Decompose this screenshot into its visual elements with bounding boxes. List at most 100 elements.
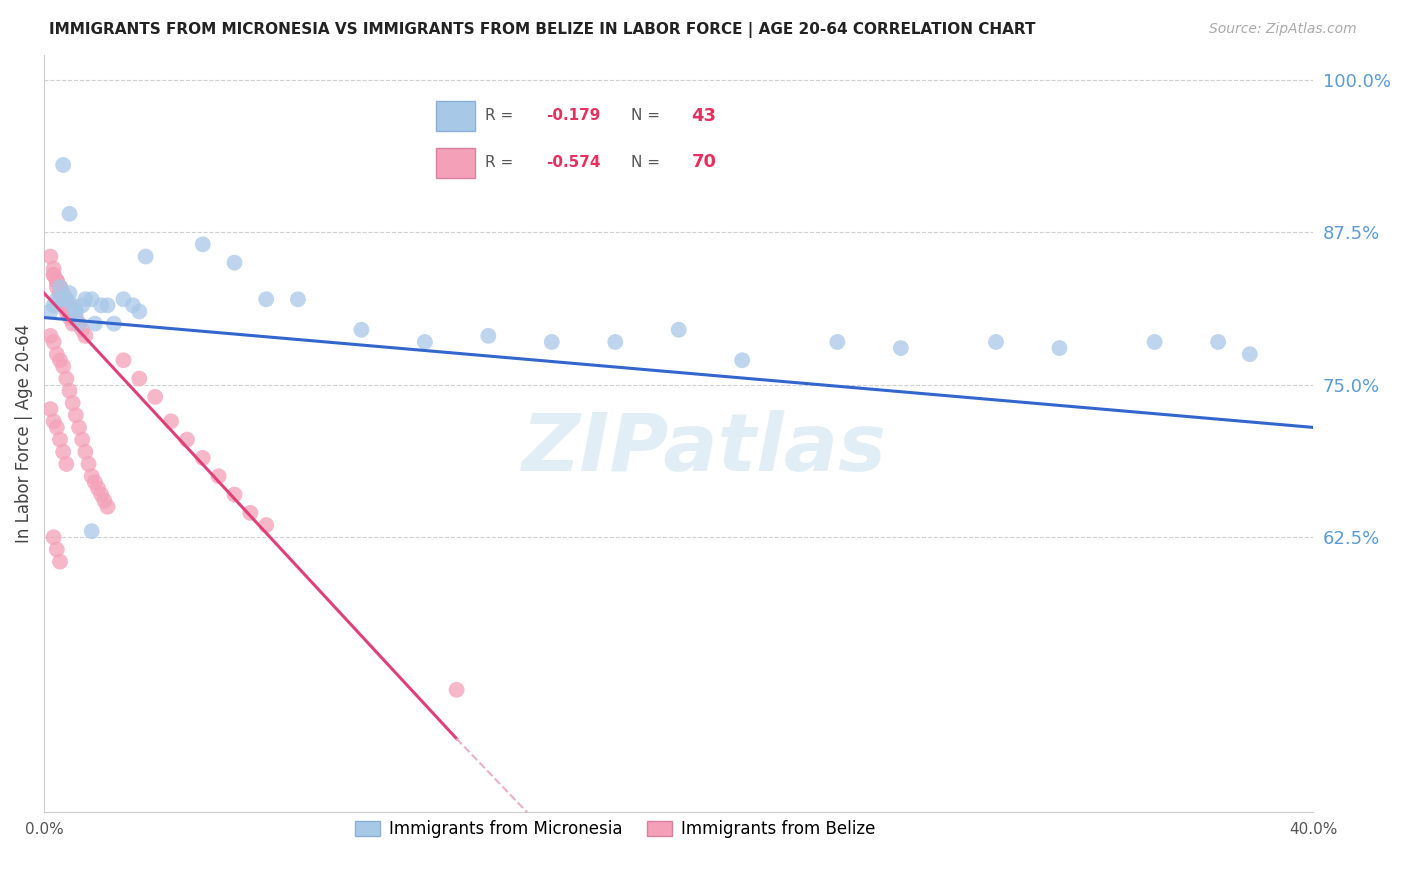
Point	[55, 298, 77, 312]
Point	[1239, 347, 1261, 361]
Point	[49, 280, 72, 294]
Point	[65, 310, 87, 325]
Point	[49, 280, 72, 294]
Point	[67, 317, 90, 331]
Point	[45, 280, 67, 294]
Point	[55, 298, 77, 312]
Point	[62, 298, 84, 312]
Text: Source: ZipAtlas.com: Source: ZipAtlas.com	[1209, 22, 1357, 37]
Point	[49, 286, 72, 301]
Point	[52, 292, 75, 306]
Point	[52, 359, 75, 374]
Point	[75, 445, 97, 459]
Point	[207, 469, 229, 483]
Point	[83, 475, 105, 490]
Legend: Immigrants from Micronesia, Immigrants from Belize: Immigrants from Micronesia, Immigrants f…	[349, 814, 882, 845]
Point	[62, 317, 84, 331]
Point	[890, 341, 912, 355]
Point	[39, 250, 62, 264]
Point	[55, 304, 77, 318]
Point	[224, 255, 246, 269]
Point	[350, 323, 373, 337]
Point	[65, 304, 87, 318]
Point	[83, 317, 105, 331]
Point	[45, 420, 67, 434]
Point	[55, 292, 77, 306]
Point	[477, 329, 499, 343]
Point	[97, 298, 120, 312]
Point	[135, 250, 157, 264]
Point	[605, 334, 627, 349]
Point	[176, 433, 198, 447]
Point	[42, 414, 65, 428]
Point	[67, 317, 90, 331]
Point	[55, 457, 77, 471]
Point	[1143, 334, 1166, 349]
Point	[45, 292, 67, 306]
Point	[62, 396, 84, 410]
Point	[45, 274, 67, 288]
Point	[42, 334, 65, 349]
Point	[49, 353, 72, 368]
Point	[75, 329, 97, 343]
Point	[52, 292, 75, 306]
Point	[90, 487, 112, 501]
Point	[287, 292, 309, 306]
Point	[103, 317, 125, 331]
Point	[42, 268, 65, 282]
Point	[49, 286, 72, 301]
Point	[128, 371, 150, 385]
Point	[80, 524, 103, 538]
Point	[70, 433, 93, 447]
Point	[45, 347, 67, 361]
Point	[122, 298, 145, 312]
Point	[77, 457, 100, 471]
Point	[39, 329, 62, 343]
Point	[42, 261, 65, 276]
Point	[80, 469, 103, 483]
Point	[45, 274, 67, 288]
Point	[731, 353, 754, 368]
Text: IMMIGRANTS FROM MICRONESIA VS IMMIGRANTS FROM BELIZE IN LABOR FORCE | AGE 20-64 : IMMIGRANTS FROM MICRONESIA VS IMMIGRANTS…	[49, 22, 1036, 38]
Point	[112, 353, 135, 368]
Point	[52, 286, 75, 301]
Point	[55, 292, 77, 306]
Point	[62, 304, 84, 318]
Point	[39, 402, 62, 417]
Point	[224, 487, 246, 501]
Point	[827, 334, 849, 349]
Point	[75, 292, 97, 306]
Point	[58, 304, 80, 318]
Point	[984, 334, 1007, 349]
Point	[540, 334, 562, 349]
Point	[87, 482, 110, 496]
Point	[49, 433, 72, 447]
Point	[254, 518, 277, 533]
Point	[42, 268, 65, 282]
Point	[42, 298, 65, 312]
Point	[49, 286, 72, 301]
Point	[191, 237, 214, 252]
Point	[65, 304, 87, 318]
Point	[52, 445, 75, 459]
Point	[160, 414, 183, 428]
Text: ZIPatlas: ZIPatlas	[522, 409, 887, 488]
Point	[45, 274, 67, 288]
Point	[67, 420, 90, 434]
Point	[239, 506, 262, 520]
Point	[52, 292, 75, 306]
Point	[55, 371, 77, 385]
Point	[58, 207, 80, 221]
Point	[58, 286, 80, 301]
Point	[39, 304, 62, 318]
Point	[143, 390, 166, 404]
Point	[93, 493, 115, 508]
Point	[42, 530, 65, 544]
Point	[97, 500, 120, 514]
Point	[58, 298, 80, 312]
Point	[1206, 334, 1229, 349]
Point	[446, 682, 468, 697]
Point	[52, 292, 75, 306]
Point	[668, 323, 690, 337]
Point	[112, 292, 135, 306]
